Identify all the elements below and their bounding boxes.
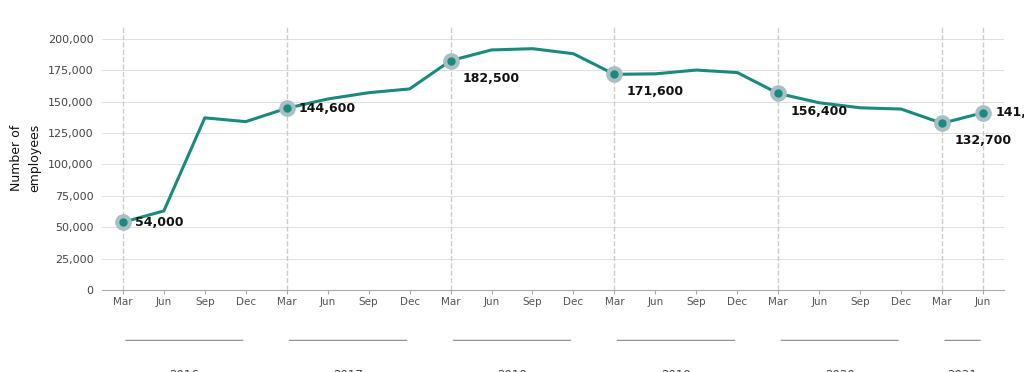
Text: 144,600: 144,600 xyxy=(299,102,356,115)
Text: 2016: 2016 xyxy=(169,369,200,372)
Text: 2020: 2020 xyxy=(824,369,855,372)
Text: 2019: 2019 xyxy=(660,369,691,372)
Text: 156,400: 156,400 xyxy=(791,105,848,118)
Text: 54,000: 54,000 xyxy=(135,216,183,229)
Text: 171,600: 171,600 xyxy=(627,86,684,99)
Text: 2018: 2018 xyxy=(497,369,527,372)
Y-axis label: Number of
employees: Number of employees xyxy=(10,124,41,192)
Text: 2021: 2021 xyxy=(947,369,978,372)
Text: 141,100: 141,100 xyxy=(995,106,1024,119)
Text: 132,700: 132,700 xyxy=(954,134,1012,147)
Text: 182,500: 182,500 xyxy=(463,72,520,85)
Text: 2017: 2017 xyxy=(333,369,364,372)
